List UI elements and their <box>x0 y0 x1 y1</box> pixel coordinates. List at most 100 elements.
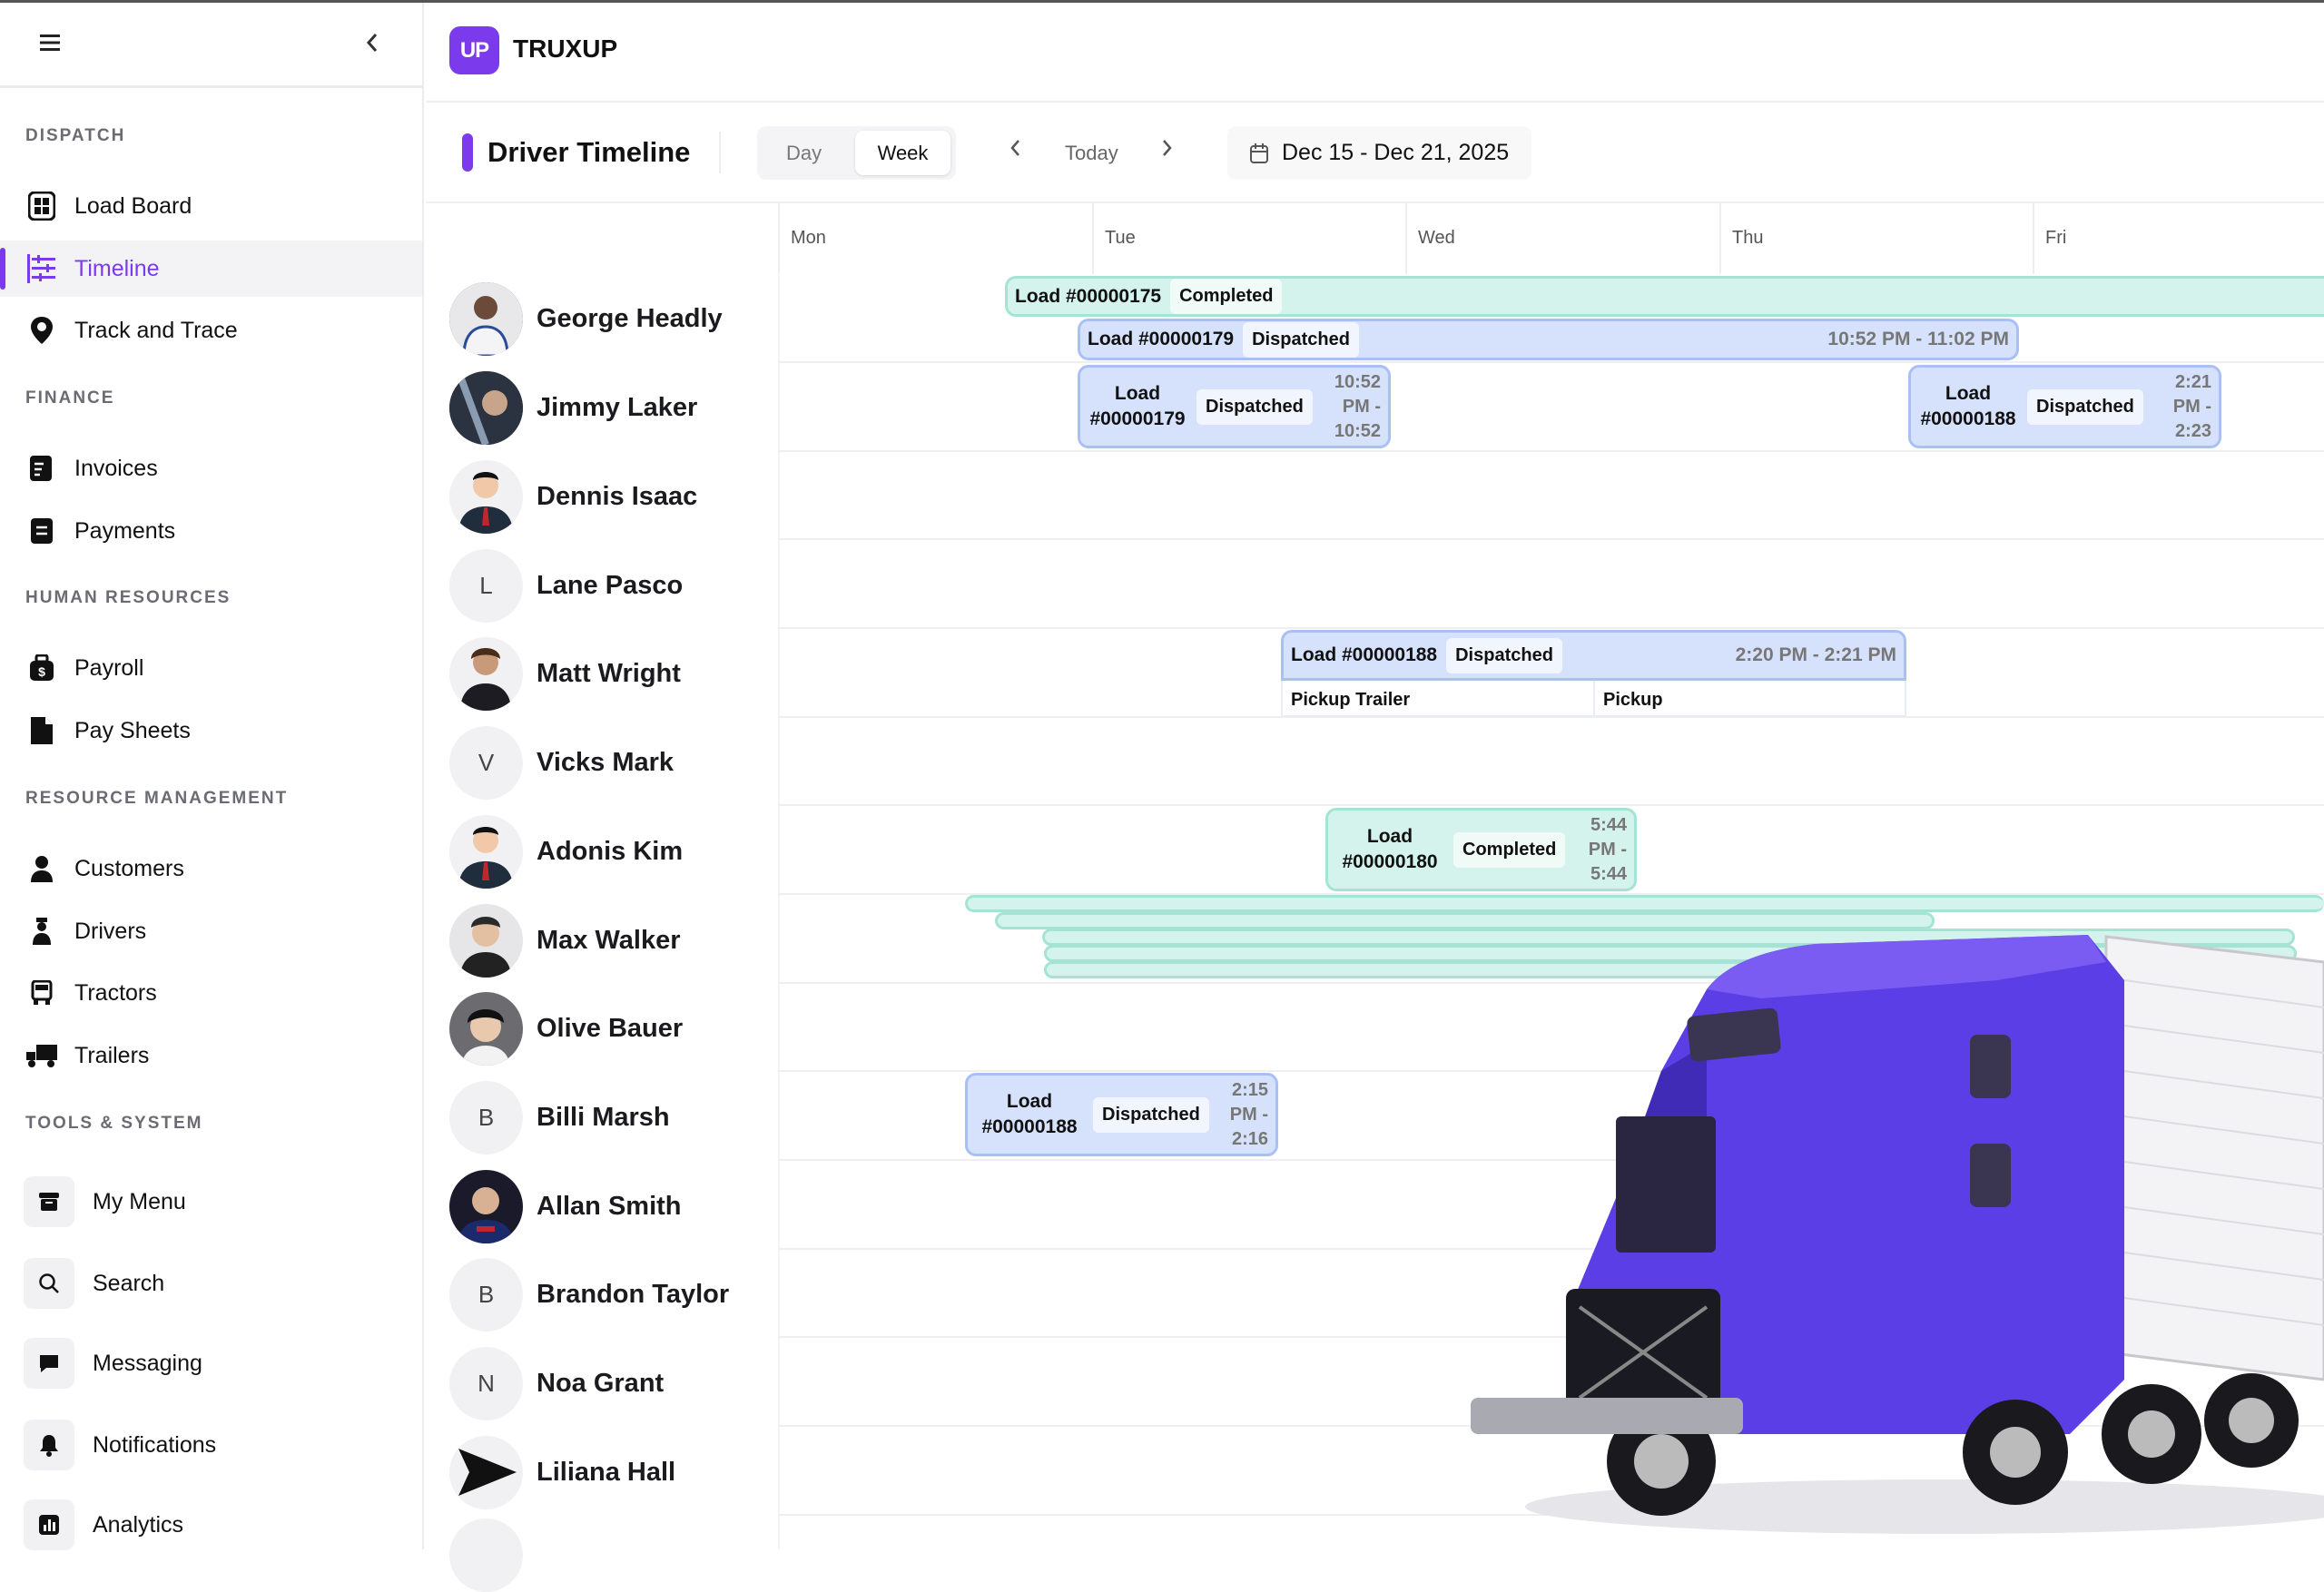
driver-row[interactable]: Max Walker <box>449 896 681 985</box>
load-bar-collapsed[interactable] <box>965 895 2324 912</box>
sidebar-item-timeline[interactable]: Timeline <box>0 241 422 297</box>
driver-avatar <box>449 1169 523 1243</box>
driver-name: Liliana Hall <box>537 1457 676 1487</box>
payment-icon <box>25 515 58 547</box>
status-badge: Completed <box>1453 831 1566 868</box>
sidebar-tool-search[interactable]: Search <box>0 1252 422 1315</box>
truck-illustration <box>1434 926 2324 1549</box>
sidebar-item-customers[interactable]: Customers <box>0 840 422 897</box>
sidebar-tool-analytics[interactable]: Analytics <box>0 1493 422 1557</box>
load-number: Load #00000179 <box>1088 329 1235 349</box>
load-bar-dispatched[interactable]: Load #00000188 Dispatched 2:15 PM - 2:16 <box>965 1073 1278 1156</box>
day-header-tue: Tue <box>1092 203 1405 274</box>
sidebar-tool-messaging[interactable]: Messaging <box>0 1332 422 1395</box>
sidebar-header <box>0 3 424 88</box>
load-bar-dispatched[interactable]: Load #00000188 Dispatched 2:20 PM - 2:21 P… <box>1281 630 1906 681</box>
load-bar-dispatched[interactable]: Load #00000179 Dispatched 10:52 PM - 10:52 <box>1078 365 1391 448</box>
sidebar-item-tractors[interactable]: Tractors <box>0 965 422 1021</box>
sidebar-item-pay-sheets[interactable]: Pay Sheets <box>0 703 422 759</box>
section-resource-management: RESOURCE MANAGEMENT <box>25 789 289 808</box>
timeline-icon <box>25 252 58 285</box>
hamburger-menu-icon[interactable] <box>40 34 60 56</box>
driver-row[interactable]: Jimmy Laker <box>449 363 697 452</box>
stop-pickup[interactable]: Pickup <box>1603 690 1663 710</box>
sidebar-tool-notifications[interactable]: Notifications <box>0 1413 422 1477</box>
driver-avatar: N <box>449 1346 523 1420</box>
driver-row[interactable]: B Brandon Taylor <box>449 1250 729 1339</box>
driver-avatar <box>449 903 523 978</box>
load-bar-completed[interactable]: Load #00000175 Completed <box>1005 276 2324 317</box>
collapse-sidebar-chevron-icon[interactable] <box>365 32 379 58</box>
section-human-resources: HUMAN RESOURCES <box>25 588 231 607</box>
row-divider <box>778 627 2324 629</box>
sidebar-item-load-board[interactable]: Load Board <box>0 178 422 234</box>
sidebar-item-drivers[interactable]: Drivers <box>0 903 422 959</box>
svg-text:$: $ <box>38 664 45 679</box>
view-day-button[interactable]: Day <box>786 142 822 164</box>
driver-row[interactable]: L Lane Pasco <box>449 541 683 630</box>
row-divider <box>778 450 2324 452</box>
driver-row[interactable]: Matt Wright <box>449 629 681 718</box>
sidebar-item-trailers[interactable]: Trailers <box>0 1027 422 1084</box>
driver-row[interactable]: Dennis Isaac <box>449 452 697 541</box>
view-week-button[interactable]: Week <box>855 131 950 175</box>
sidebar-tool-label: Notifications <box>93 1431 217 1458</box>
driver-row[interactable]: Olive Bauer <box>449 984 683 1073</box>
sidebar-item-track-and-trace[interactable]: Track and Trace <box>0 302 422 359</box>
brand-logo[interactable]: UP <box>449 26 499 74</box>
driver-row[interactable]: Liliana Hall <box>449 1428 675 1517</box>
driver-name: Max Walker <box>537 925 681 955</box>
prev-week-chevron-icon[interactable] <box>1008 136 1022 165</box>
load-number: Load #00000180 <box>1342 826 1438 872</box>
driver-row[interactable]: George Headly <box>449 274 723 363</box>
driver-avatar <box>449 281 523 356</box>
customer-icon <box>25 852 58 885</box>
load-bar-completed[interactable]: Load #00000180 Completed 5:44 PM - 5:44 <box>1325 808 1637 891</box>
send-icon <box>449 1435 523 1509</box>
trailer-icon <box>25 1039 58 1072</box>
stop-pickup-trailer[interactable]: Pickup Trailer <box>1283 681 1595 715</box>
page-title: Driver Timeline <box>487 136 691 168</box>
load-bar-collapsed[interactable] <box>995 912 1935 929</box>
driver-row[interactable]: B Billi Marsh <box>449 1073 670 1162</box>
driver-name: Adonis Kim <box>537 836 684 866</box>
title-accent-bar <box>462 133 473 172</box>
driver-avatar <box>449 459 523 534</box>
driver-icon <box>25 915 58 948</box>
date-range-picker[interactable]: Dec 15 - Dec 21, 2025 <box>1227 126 1531 180</box>
driver-name: Dennis Isaac <box>537 481 698 511</box>
load-number: Load #00000188 <box>1291 644 1438 665</box>
today-button[interactable]: Today <box>1065 142 1118 164</box>
sidebar-item-invoices[interactable]: Invoices <box>0 440 422 496</box>
row-divider <box>778 982 2324 984</box>
sidebar-item-label: Tractors <box>74 979 157 1006</box>
driver-name: Jimmy Laker <box>537 392 698 422</box>
driver-avatar: V <box>449 725 523 800</box>
sidebar-tool-label: Messaging <box>93 1350 202 1376</box>
sidebar-item-payroll[interactable]: $ Payroll <box>0 640 422 696</box>
row-divider <box>778 361 2324 363</box>
driver-row[interactable]: N Noa Grant <box>449 1339 664 1428</box>
row-divider <box>778 1070 2324 1072</box>
driver-row[interactable]: Allan Smith <box>449 1162 682 1251</box>
next-week-chevron-icon[interactable] <box>1160 136 1175 165</box>
file-icon <box>25 714 58 747</box>
load-time: 2:21 PM - 2:23 <box>2172 371 2211 441</box>
sidebar-item-label: Trailers <box>74 1042 150 1068</box>
status-badge: Dispatched <box>2027 388 2143 425</box>
driver-avatar: L <box>449 548 523 623</box>
driver-row[interactable]: Adonis Kim <box>449 807 683 896</box>
driver-name: Billi Marsh <box>537 1102 670 1132</box>
toolbar-divider-line <box>426 201 2324 203</box>
sidebar-tool-my-menu[interactable]: My Menu <box>0 1170 422 1233</box>
row-divider <box>778 893 2324 895</box>
driver-avatar: B <box>449 1080 523 1155</box>
invoice-icon <box>25 452 58 485</box>
chat-icon <box>24 1338 74 1389</box>
load-bar-dispatched[interactable]: Load #00000188 Dispatched 2:21 PM - 2:23 <box>1908 365 2221 448</box>
sidebar-item-payments[interactable]: Payments <box>0 503 422 559</box>
driver-name: Noa Grant <box>537 1368 665 1398</box>
load-bar-dispatched[interactable]: Load #00000179 Dispatched 10:52 PM - 11:02… <box>1078 319 2019 360</box>
row-divider <box>778 716 2324 718</box>
driver-row[interactable]: V Vicks Mark <box>449 718 674 807</box>
